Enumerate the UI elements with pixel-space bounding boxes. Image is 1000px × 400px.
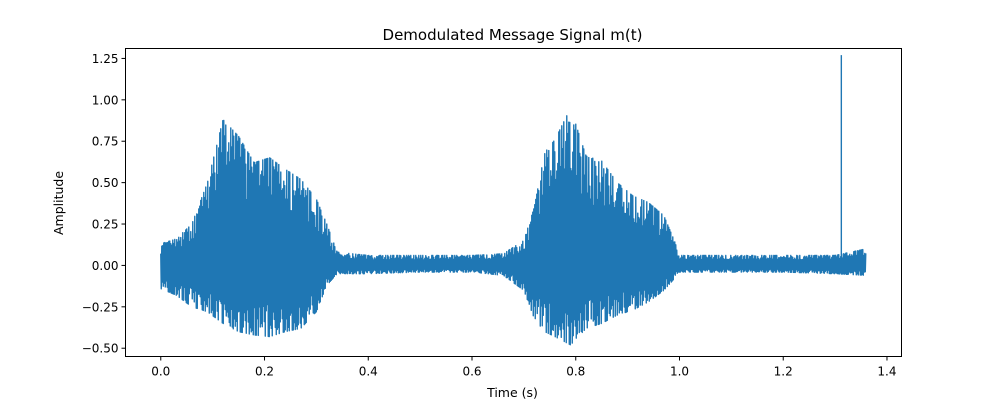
y-axis: −0.50 −0.25 0.00 0.25 0.50 0.75 1.00 1.25	[82, 52, 126, 356]
y-tick-label: 0.75	[92, 135, 119, 149]
x-tick-label: 0.8	[566, 365, 585, 379]
y-tick-label: 0.00	[92, 259, 119, 273]
x-tick-label: 0.6	[462, 365, 481, 379]
x-tick-label: 0.0	[151, 365, 170, 379]
y-axis-label: Amplitude	[51, 171, 66, 235]
x-tick-label: 1.4	[877, 365, 896, 379]
x-tick-label: 1.0	[670, 365, 689, 379]
chart-title: Demodulated Message Signal m(t)	[383, 26, 643, 44]
x-tick-label: 0.2	[255, 365, 274, 379]
axes-frame	[125, 48, 902, 357]
y-tick-label: 0.50	[92, 176, 119, 190]
x-axis-label: Time (s)	[486, 385, 538, 400]
x-axis: 0.0 0.2 0.4 0.6 0.8 1.0 1.2 1.4	[151, 356, 897, 379]
y-tick-label: 1.00	[92, 93, 119, 107]
x-tick-label: 1.2	[774, 365, 793, 379]
y-tick-label: 1.25	[92, 52, 119, 66]
y-tick-label: 0.25	[92, 218, 119, 232]
y-tick-label: −0.50	[82, 342, 119, 356]
signal-line	[160, 55, 867, 346]
y-tick-label: −0.25	[82, 300, 119, 314]
x-tick-label: 0.4	[359, 365, 378, 379]
plot-area	[160, 55, 867, 346]
